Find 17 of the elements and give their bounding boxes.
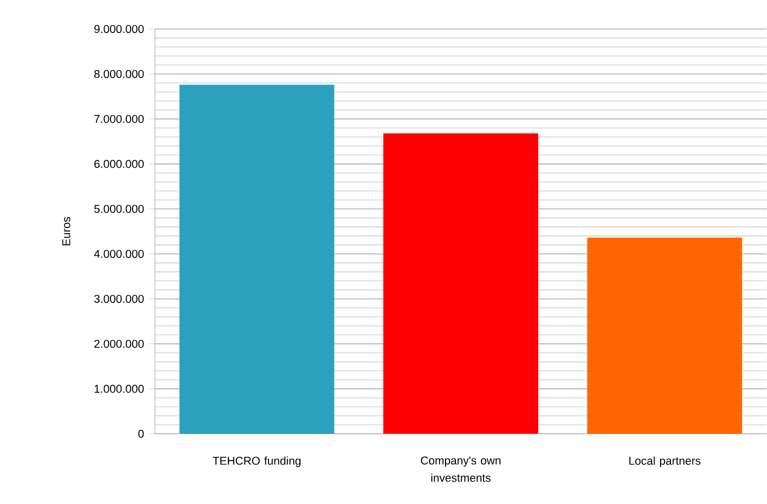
y-tick-label: 3.000.000 (94, 294, 144, 303)
y-tick-label: 4.000.000 (94, 250, 144, 258)
y-tick-label: 6.000.000 (94, 160, 144, 168)
x-tick-label: Company's own investments (420, 456, 500, 482)
y-tick-label: 7.000.000 (94, 115, 144, 124)
y-tick-label: 8.000.000 (94, 70, 144, 78)
y-tick-label: 2.000.000 (94, 340, 144, 348)
x-tick-label: TEHCRO funding (212, 456, 301, 468)
bar (383, 133, 538, 434)
y-tick-label: 0 (138, 430, 144, 438)
x-tick-label: Local partners (629, 456, 700, 468)
y-tick-label: 5.000.000 (94, 205, 144, 214)
bar (587, 238, 742, 434)
y-axis-title: Euros (62, 217, 70, 246)
y-tick-label: 1.000.000 (94, 384, 144, 393)
y-tick-label: 9.000.000 (94, 25, 144, 34)
bar (179, 84, 334, 434)
